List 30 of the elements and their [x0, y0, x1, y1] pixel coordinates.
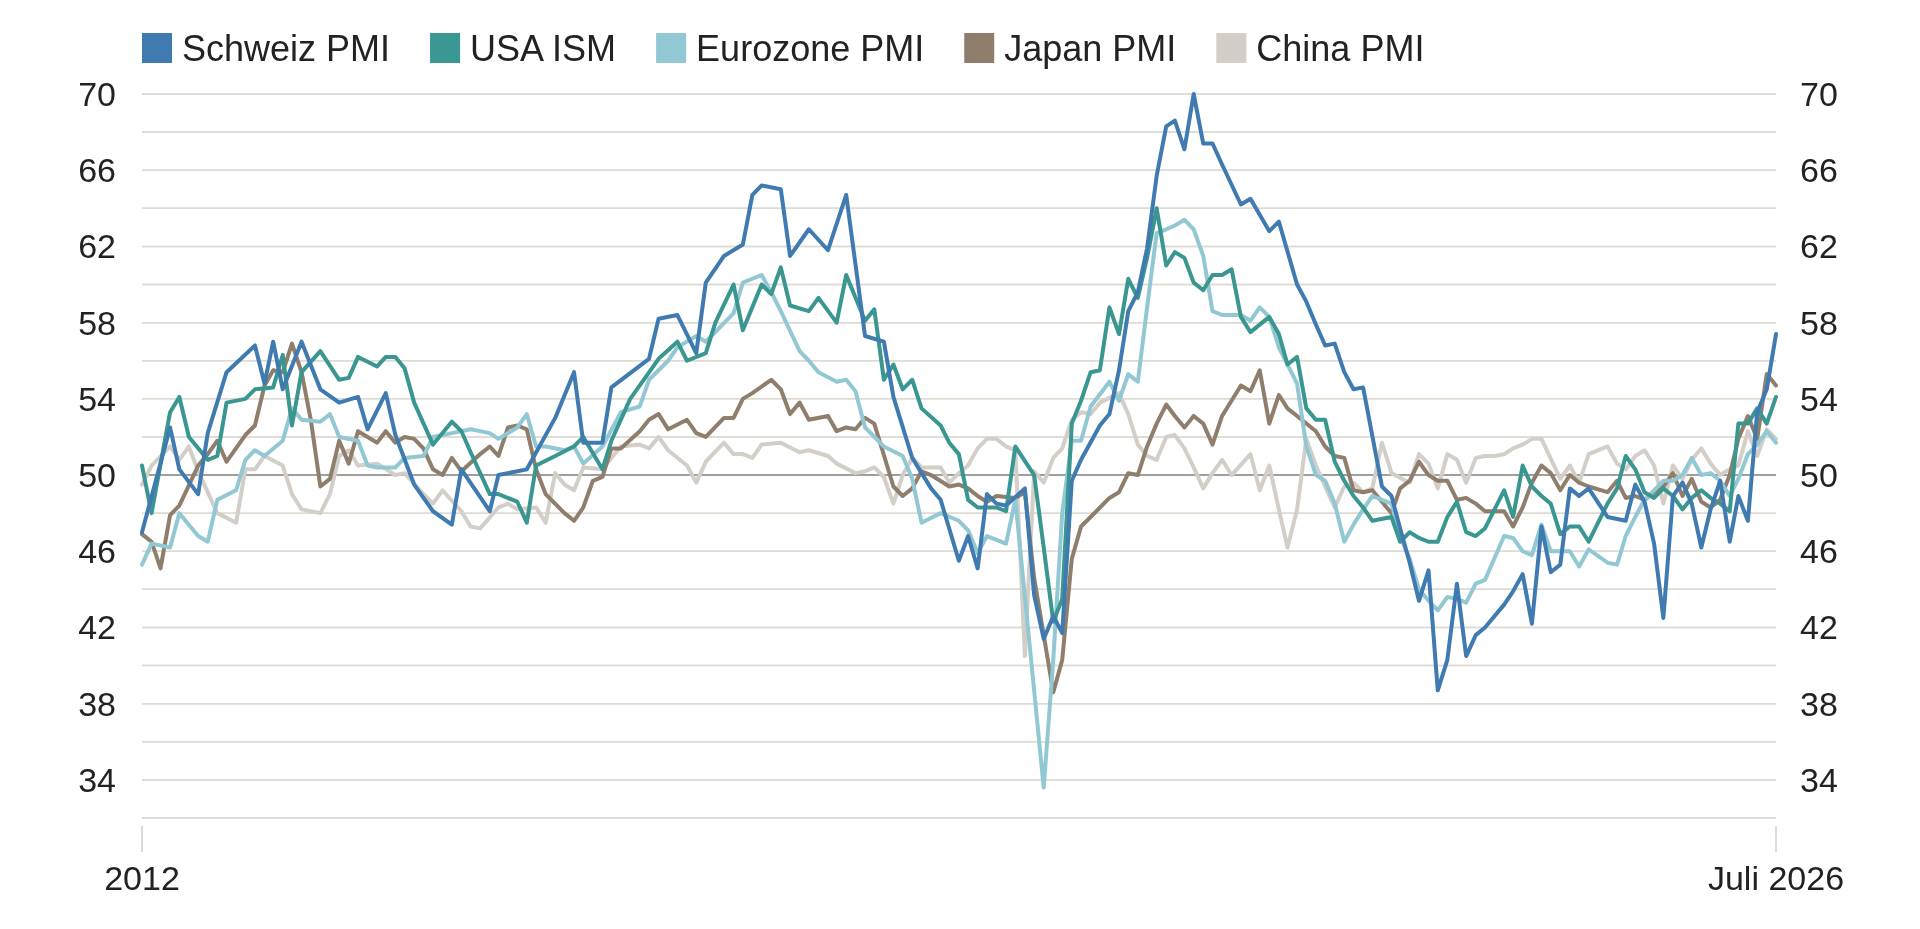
y-tick-label: 50 — [78, 455, 116, 494]
x-tick-label: Juli 2026 — [1707, 859, 1845, 897]
line-series — [140, 92, 1778, 693]
y2-tick-label: 58 — [1800, 303, 1838, 342]
y-tick-label: 38 — [78, 684, 116, 723]
y-tick-label: 34 — [78, 760, 116, 799]
x-tick-label: 2012 — [104, 859, 180, 897]
y-tick-label: 62 — [78, 227, 116, 266]
y2-tick-label: 46 — [1800, 532, 1838, 571]
y-tick-label: 46 — [78, 532, 116, 571]
legend-label: Eurozone PMI — [696, 27, 925, 69]
y2-tick-label: 54 — [1800, 379, 1838, 418]
y2-tick-label: 66 — [1800, 151, 1838, 190]
line-series — [140, 217, 1778, 790]
y-tick-label: 66 — [78, 151, 116, 190]
y2-tick-label: 42 — [1800, 608, 1838, 647]
legend-label: China PMI — [1256, 27, 1425, 69]
y2-tick-label: 34 — [1800, 760, 1838, 799]
line-series — [140, 206, 1778, 624]
y2-tick-label: 70 — [1800, 74, 1838, 113]
y2-tick-label: 50 — [1800, 455, 1838, 494]
y-tick-label: 42 — [78, 608, 116, 647]
legend-label: Japan PMI — [1004, 27, 1177, 69]
y-tick-label: 54 — [78, 379, 116, 418]
y-tick-label: 70 — [78, 74, 116, 113]
y2-tick-label: 38 — [1800, 684, 1838, 723]
y-tick-label: 58 — [78, 303, 116, 342]
y2-tick-label: 62 — [1800, 227, 1838, 266]
legend-label: USA ISM — [470, 27, 617, 69]
legend-label: Schweiz PMI — [182, 27, 391, 69]
